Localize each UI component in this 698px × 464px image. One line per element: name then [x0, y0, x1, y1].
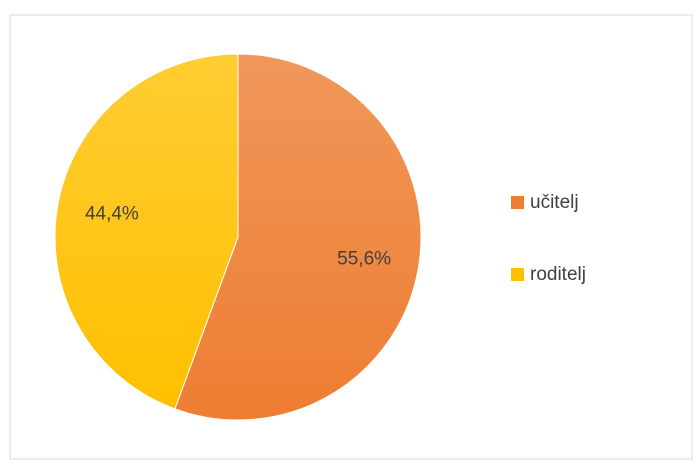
- data-label: 44,4%: [85, 204, 139, 225]
- legend-label: učitelj: [530, 192, 579, 213]
- legend-swatch: [511, 196, 524, 209]
- data-label: 55,6%: [337, 248, 391, 269]
- pie-slice: [54, 53, 239, 410]
- legend-swatch: [511, 268, 524, 281]
- pie-slice: [174, 53, 422, 421]
- legend-label: roditelj: [530, 264, 586, 285]
